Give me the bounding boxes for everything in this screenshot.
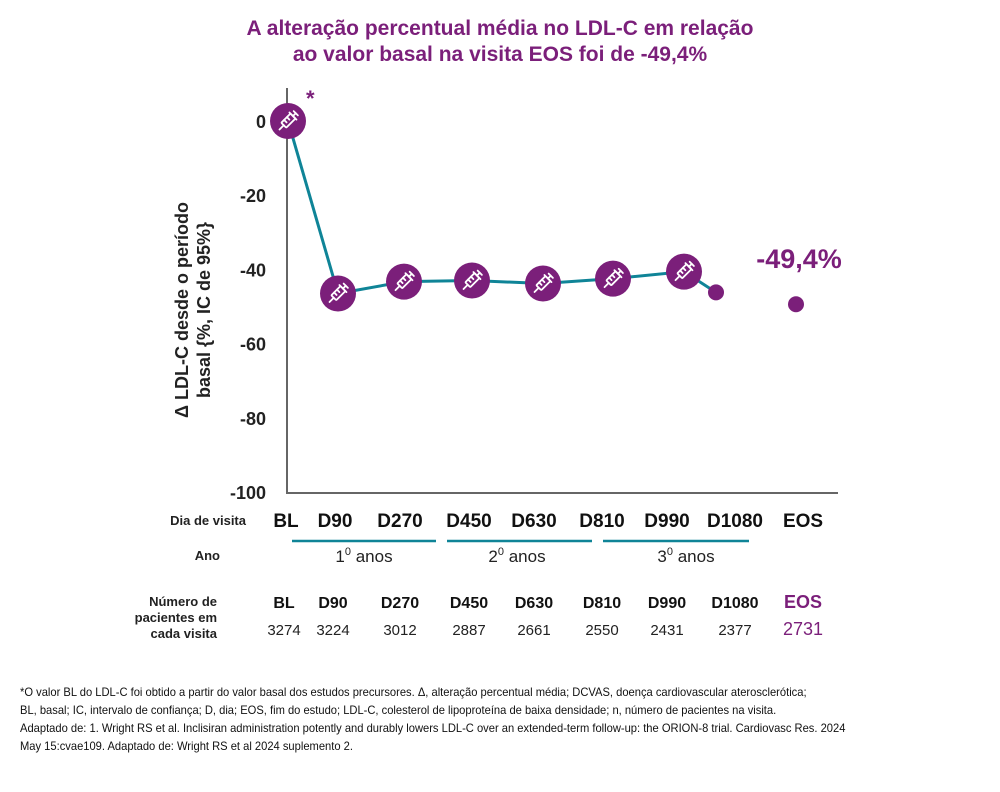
bl-asterisk-annotation: * [306, 86, 315, 111]
syringe-icon [533, 272, 554, 293]
year-group-label-part: 0 [667, 546, 673, 558]
patients-visit-label: BL [273, 595, 295, 612]
year-group-label-part: 1 [335, 547, 344, 566]
syringe-icon [462, 269, 483, 290]
syringe-icon [603, 267, 624, 289]
eos-value-annotation: -49,4% [756, 244, 842, 274]
patients-count: 3224 [316, 622, 349, 639]
y-tick-label: -20 [240, 186, 266, 206]
patients-label-line: pacientes em [135, 610, 217, 625]
y-tick-label: -80 [240, 409, 266, 429]
x-tick-label: D1080 [707, 511, 763, 532]
x-tick-label: D990 [644, 511, 689, 532]
footnote-line: BL, basal; IC, intervalo de confiança; D… [20, 703, 777, 717]
x-tick-label: D810 [579, 511, 624, 532]
data-point-D90 [320, 275, 356, 312]
year-group-label-part: 0 [345, 546, 351, 558]
chart-title-line-2: ao valor basal na visita EOS foi de -49,… [292, 43, 708, 66]
patients-count: 2887 [452, 622, 485, 639]
chart-title-line-1: A alteração percentual média no LDL-C em… [246, 17, 754, 40]
patients-visit-label: D990 [648, 595, 686, 612]
patients-visit-label: D270 [381, 595, 419, 612]
year-group-label-part: anos [673, 547, 715, 566]
data-point-BL [270, 103, 306, 139]
y-axis-label-line: Δ LDL-C desde o período [172, 202, 192, 418]
data-point-D810 [595, 260, 631, 297]
syringe-icon [278, 110, 299, 131]
syringe-icon [674, 260, 695, 282]
x-tick-label: D450 [446, 511, 491, 532]
patients-count: 2377 [718, 622, 751, 639]
patients-visit-label: EOS [784, 592, 822, 612]
footnote-line: *O valor BL do LDL-C foi obtido a partir… [20, 685, 807, 699]
year-label: Ano [195, 548, 220, 563]
series-line [286, 120, 717, 296]
year-group-label-part: anos [504, 547, 546, 566]
patients-count: 2661 [517, 622, 550, 639]
ldl-change-chart: 0 -20 -40 -60 -80 -100 Δ LDL-C desde o período… [135, 86, 842, 641]
patients-visit-label: D630 [515, 595, 553, 612]
year-group-label: 20 anos [488, 546, 545, 566]
year-group-label: 10 anos [335, 546, 392, 566]
data-point-D630 [525, 265, 561, 302]
visit-day-label: Dia de visita [170, 513, 247, 528]
y-tick-label: -60 [240, 335, 266, 355]
y-axis-label-line: basal {%, IC de 95%} [194, 222, 214, 398]
data-point-D450 [454, 262, 490, 299]
patients-visit-label: D450 [450, 595, 488, 612]
patients-count: 3274 [267, 622, 300, 639]
y-tick-label: 0 [256, 112, 266, 132]
year-group-label-part: anos [351, 547, 393, 566]
y-axis-label: Δ LDL-C desde o período basal {%, IC de 9… [172, 202, 214, 418]
chart-title: A alteração percentual média no LDL-C em… [0, 16, 1000, 68]
data-point-EOS [788, 296, 804, 313]
patients-count: 2731 [783, 619, 823, 639]
patients-label-line: Número de [149, 594, 217, 609]
x-tick-label: D270 [377, 511, 422, 532]
data-point-D270 [386, 263, 422, 300]
footnote: *O valor BL do LDL-C foi obtido a partir… [20, 683, 908, 755]
footnote-line: Adaptado de: 1. Wright RS et al. Inclisi… [20, 721, 846, 735]
x-tick-label: EOS [783, 511, 823, 532]
y-tick-label: -40 [240, 260, 266, 280]
year-group-label-part: 2 [488, 547, 497, 566]
syringe-icon [328, 282, 349, 303]
patients-label-line: cada visita [151, 626, 218, 641]
patients-count: 2431 [650, 622, 683, 639]
patients-visit-label: D90 [318, 595, 347, 612]
patients-visit-label: D810 [583, 595, 621, 612]
syringe-icon [394, 270, 415, 292]
y-tick-label: -100 [230, 483, 266, 503]
data-point-D990 [666, 253, 702, 290]
x-tick-label: D90 [318, 511, 353, 532]
footnote-line: May 15:cvae109. Adaptado de: Wright RS e… [20, 739, 353, 753]
data-point-D1080 [708, 284, 724, 301]
year-group-label: 30 anos [657, 546, 714, 566]
x-tick-label: BL [273, 511, 299, 532]
year-group-label-part: 3 [657, 547, 666, 566]
patients-count: 2550 [585, 622, 618, 639]
patients-count: 3012 [383, 622, 416, 639]
year-group-label-part: 0 [498, 546, 504, 558]
patients-visit-label: D1080 [711, 595, 758, 612]
x-tick-label: D630 [511, 511, 556, 532]
